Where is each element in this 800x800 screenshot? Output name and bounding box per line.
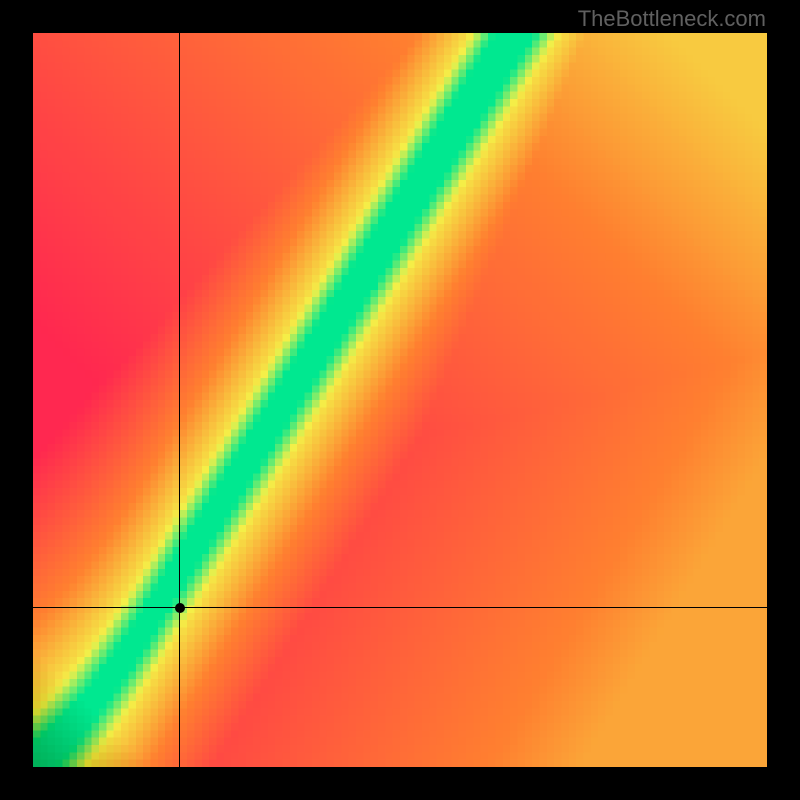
bottleneck-heatmap: [33, 33, 767, 767]
crosshair-vertical-line: [179, 33, 180, 767]
crosshair-point: [175, 603, 185, 613]
crosshair-horizontal-line: [33, 607, 767, 608]
watermark-text: TheBottleneck.com: [578, 6, 766, 32]
